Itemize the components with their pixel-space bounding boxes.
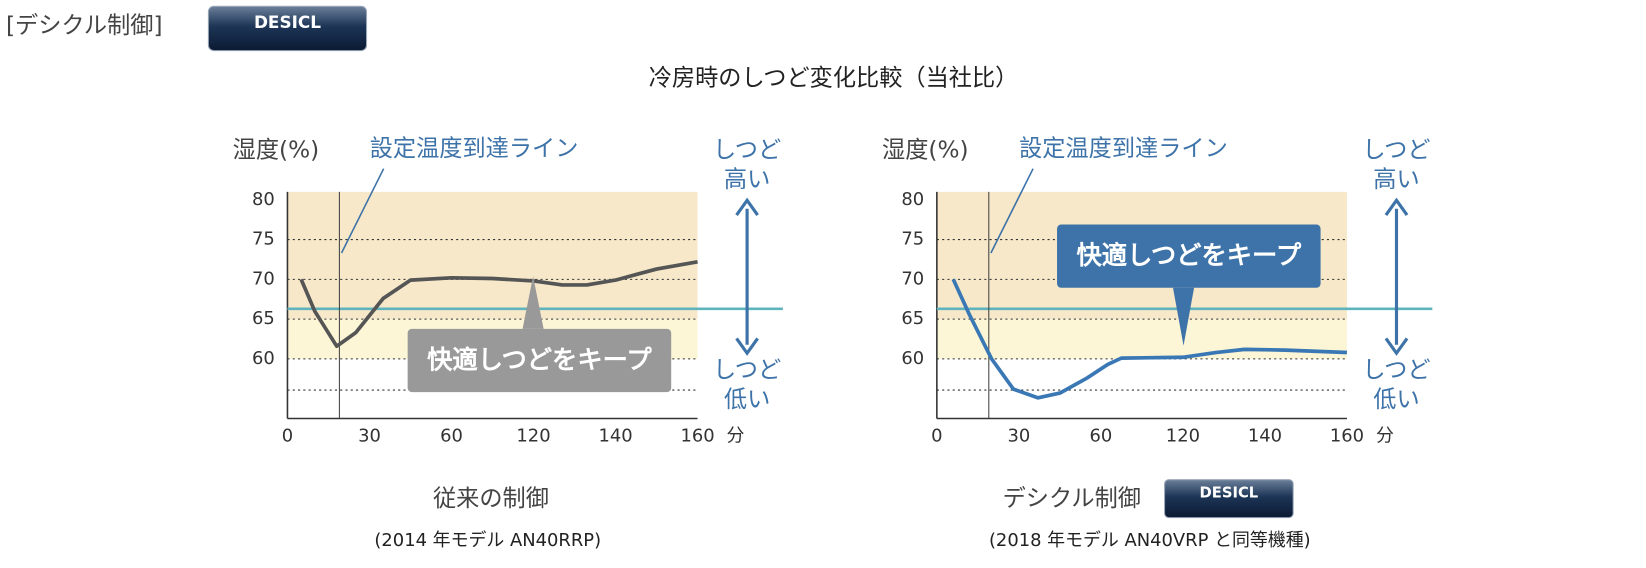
caption-badge-text: DESICL	[1200, 484, 1259, 501]
low-label: 低い	[724, 386, 770, 413]
low-label: しつど	[1362, 357, 1430, 384]
high-label: しつど	[1362, 136, 1430, 163]
y-tick-label: 65	[252, 308, 275, 329]
callout-box	[1057, 224, 1321, 288]
caption: 従来の制御	[433, 485, 549, 512]
annotation-leader	[990, 168, 1034, 254]
x-tick-label: 120	[516, 425, 550, 446]
x-tick-label: 160	[680, 425, 714, 446]
x-tick-label: 60	[1089, 425, 1112, 446]
arrow-head	[1384, 197, 1409, 216]
annotation-leader	[340, 168, 385, 254]
badge-text: DESICL	[254, 12, 321, 32]
y-tick-label: 75	[901, 229, 924, 250]
arrow-head	[1384, 337, 1409, 356]
heading: 冷房時のしつど変化比較（当社比）	[649, 65, 1019, 92]
x-tick-label: 30	[1007, 425, 1030, 446]
x-unit: 分	[727, 425, 745, 446]
x-tick-label: 120	[1166, 425, 1200, 446]
subcaption: (2014 年モデル AN40RRP)	[374, 530, 601, 551]
y-tick-label: 60	[252, 348, 275, 369]
low-label: しつど	[713, 357, 781, 384]
low-label: 低い	[1373, 386, 1419, 413]
y-tick-label: 80	[252, 189, 275, 210]
x-tick-label: 160	[1330, 425, 1364, 446]
high-label: 高い	[1373, 166, 1419, 193]
y-tick-label: 80	[901, 189, 924, 210]
x-tick-label: 30	[358, 425, 381, 446]
subcaption: (2018 年モデル AN40VRP と同等機種)	[989, 530, 1311, 551]
y-label: 湿度(%)	[882, 136, 969, 163]
y-tick-label: 65	[901, 308, 924, 329]
callout-text: 快適しつどをキープ	[427, 346, 652, 375]
x-tick-label: 60	[440, 425, 463, 446]
callout-pointer	[522, 276, 544, 329]
data-line	[951, 278, 1348, 400]
y-label: 湿度(%)	[233, 136, 320, 163]
caption-badge	[1164, 479, 1294, 519]
callout-pointer	[1172, 287, 1195, 346]
band	[936, 319, 1347, 359]
band	[287, 191, 698, 320]
high-label: 高い	[724, 166, 770, 193]
x-tick-label: 140	[1248, 425, 1282, 446]
annotation: 設定温度到達ライン	[370, 135, 579, 162]
caption: デシクル制御	[1003, 485, 1141, 512]
x-tick-label: 0	[931, 425, 942, 446]
data-line	[299, 260, 698, 349]
arrow-head	[735, 197, 759, 216]
callout-text: 快適しつどをキープ	[1076, 241, 1301, 270]
high-label: しつど	[713, 136, 781, 163]
header-title: [デシクル制御]	[6, 12, 163, 39]
callout-box	[407, 328, 672, 393]
annotation: 設定温度到達ライン	[1019, 135, 1228, 162]
x-unit: 分	[1376, 425, 1394, 446]
x-tick-label: 140	[598, 425, 632, 446]
badge	[207, 5, 368, 52]
arrow-head	[735, 337, 759, 356]
y-tick-label: 75	[252, 229, 275, 250]
y-tick-label: 70	[901, 268, 924, 289]
y-tick-label: 60	[901, 348, 924, 369]
y-tick-label: 70	[252, 268, 275, 289]
x-tick-label: 0	[282, 425, 293, 446]
